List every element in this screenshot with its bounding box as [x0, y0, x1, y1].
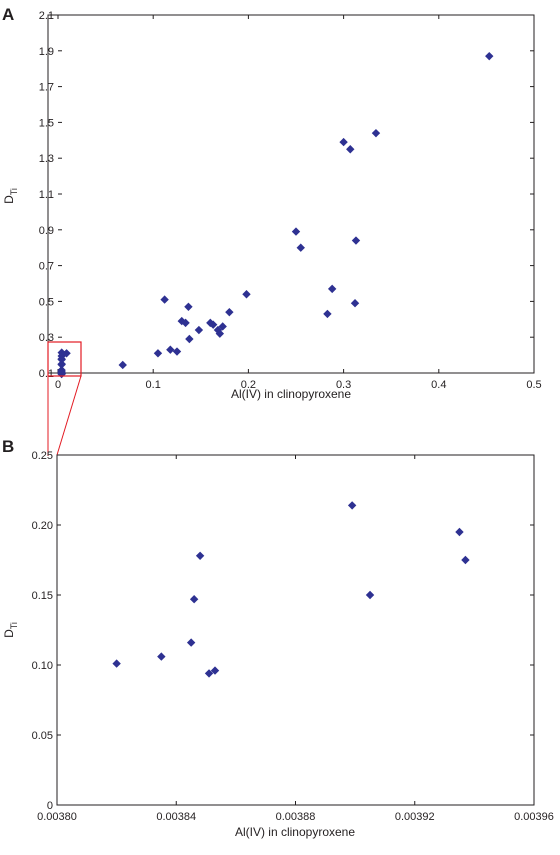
panel-a-ticks: 0 0.1 0.2 0.3 0.4 0.50.10.30.50.70.91.11.31.5… — [39, 10, 542, 391]
panel-a-data-point — [225, 307, 234, 317]
panel-a-data-point — [62, 349, 71, 358]
panel-b-data-point — [210, 666, 220, 675]
panel-a-ytick-label: 1.9 — [39, 46, 54, 58]
panel-a-ylabel: DTi — [2, 188, 19, 204]
panel-b-xtick-label: 0.00388 — [276, 811, 316, 823]
panel-a-ytick-label: 2.1 — [39, 10, 54, 22]
panel-a-ytick-label: 0.7 — [39, 261, 54, 273]
panel-b-data-point — [195, 551, 205, 560]
panel-a-points — [57, 51, 494, 379]
panel-b-ytick-label: 0.15 — [32, 590, 53, 602]
zoom-box — [47, 341, 82, 377]
panel-a-data-point — [218, 322, 227, 331]
panel-b-data-point — [157, 652, 166, 661]
panel-b-data-point — [189, 595, 199, 604]
panel-b-xlabel: Al(IV) in clinopyroxene — [235, 825, 355, 839]
panel-a-data-point — [184, 302, 193, 311]
panel-a-ytick-label: 1.1 — [39, 189, 54, 201]
panel-b-points — [112, 501, 470, 678]
panel-a-frame — [47, 14, 535, 374]
panel-b-ylabel-sub: Ti — [9, 622, 19, 629]
panel-b-xtick-label: 0.00384 — [156, 811, 196, 823]
panel-a-data-point — [185, 334, 194, 344]
panel-a-data-point — [160, 295, 169, 304]
panel-b-xtick-label: 0.00380 — [37, 811, 77, 823]
panel-a-data-point — [351, 236, 361, 245]
panel-b-letter: B — [2, 437, 14, 456]
panel-a-data-point — [339, 137, 348, 147]
panel-a-ytick-label: 0.1 — [39, 368, 54, 380]
panel-a-ytick-label: 1.7 — [39, 82, 54, 94]
panel-a-data-point — [371, 128, 381, 138]
panel-a-ylabel-sub: Ti — [9, 188, 19, 195]
panel-b-frame — [56, 454, 535, 806]
panel-b-ticks: 0.00380 0.00384 0.00388 0.00392 0.00396 0 0.05… — [32, 450, 554, 823]
panel-a-data-point — [346, 145, 355, 154]
panel-a-data-point — [172, 347, 182, 356]
panel-a-data-point — [296, 243, 305, 252]
panel-b-ylabel-main: D — [2, 629, 16, 638]
panel-a-chart: 0 0.1 0.2 0.3 0.4 0.50.10.30.50.70.91.11.31.5… — [2, 10, 542, 401]
panel-a-data-point — [291, 227, 301, 236]
panel-a-data-point — [57, 355, 66, 364]
panel-a-data-point — [215, 329, 225, 338]
panel-a-data-point — [153, 349, 163, 358]
panel-a-data-point — [208, 320, 218, 329]
panel-b-chart: 0.00380 0.00384 0.00388 0.00392 0.00396 0 0.05… — [2, 450, 554, 839]
panel-a-ytick-label: 0.3 — [39, 332, 54, 344]
panel-b-data-point — [365, 590, 375, 600]
panel-b-ytick-label: 0.20 — [32, 520, 53, 532]
panel-b-data-point — [186, 638, 196, 647]
panel-a-data-point — [323, 309, 332, 319]
panel-a-xtick-label: 0.5 — [526, 379, 541, 391]
panel-a-data-point — [327, 284, 337, 294]
panel-a-letter: A — [2, 5, 14, 24]
panel-a-ytick-label: 0.5 — [39, 296, 54, 308]
panel-b-ylabel: DTi — [2, 622, 19, 638]
panel-b-data-point — [112, 659, 121, 668]
panel-a-xtick-label: 0.1 — [146, 379, 161, 391]
panel-b-data-point — [461, 555, 470, 565]
zoom-connector-right — [56, 375, 82, 456]
panel-a-ytick-label: 1.5 — [39, 117, 54, 129]
panel-a-data-point — [194, 325, 204, 335]
panel-b-ytick-label: 0 — [47, 800, 53, 812]
panel-a-data-point — [118, 360, 127, 370]
panel-a-xtick-label: 0.2 — [241, 379, 256, 391]
panel-a-xtick-label: 0 — [55, 379, 61, 391]
panel-a-xlabel: Al(IV) in clinopyroxene — [231, 387, 351, 401]
panel-a-data-point — [181, 318, 190, 328]
panel-b-xtick-label: 0.00392 — [395, 811, 435, 823]
panel-b-data-point — [204, 669, 214, 678]
panel-a-ytick-label: 0.9 — [39, 225, 54, 237]
panel-a-xtick-label: 0.3 — [336, 379, 351, 391]
panel-b-xtick-label: 0.00396 — [514, 811, 554, 823]
panel-a-data-point — [485, 51, 494, 61]
panel-a-ytick-label: 1.3 — [39, 153, 54, 165]
zoom-indicator — [47, 341, 82, 456]
panel-a-ylabel-main: D — [2, 195, 16, 204]
panel-a-data-point — [242, 290, 251, 299]
panel-a-data-point — [57, 359, 66, 369]
panel-a-data-point — [350, 298, 360, 308]
panel-b-data-point — [347, 501, 357, 510]
panel-b-ytick-label: 0.25 — [32, 450, 53, 462]
panel-b-ytick-label: 0.10 — [32, 660, 53, 672]
panel-a-data-point — [166, 345, 175, 354]
panel-a-xtick-label: 0.4 — [431, 379, 446, 391]
panel-b-ytick-label: 0.05 — [32, 730, 53, 742]
panel-b-data-point — [455, 527, 464, 537]
